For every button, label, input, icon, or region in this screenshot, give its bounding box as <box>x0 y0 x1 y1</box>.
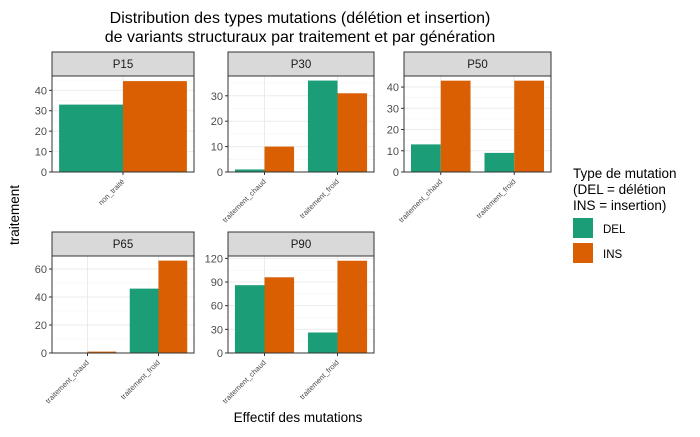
bar-DEL-traitement_chaud <box>234 285 265 353</box>
bar-INS-non_traité <box>123 81 187 172</box>
facet-strip-label: P90 <box>291 239 311 251</box>
x-tick-label: traitement_froid <box>298 358 341 401</box>
facet-P15: P15 0 10 20 30 40 non_traité <box>35 51 195 207</box>
y-tick-label: 20 <box>387 125 399 137</box>
x-tick-label: traitement_chaud <box>44 358 91 405</box>
y-tick-label: 20 <box>211 116 223 128</box>
legend-label-del: DEL <box>603 224 626 236</box>
y-tick-label: 120 <box>205 253 223 265</box>
bar-DEL-traitement_chaud <box>234 169 265 172</box>
bar-DEL-traitement_froid <box>307 332 338 353</box>
y-tick-label: 20 <box>35 320 47 332</box>
y-tick-label: 0 <box>217 348 223 360</box>
panel-border <box>51 255 195 354</box>
bar-INS-traitement_froid <box>337 260 368 353</box>
x-tick-label: non_traité <box>96 177 126 207</box>
x-tick-label: traitement_chaud <box>221 177 268 224</box>
facet-P50: P50 0 10 20 30 40 traitement_chaud traitement_f… <box>387 51 552 224</box>
y-tick-label: 0 <box>217 167 223 179</box>
y-axis-label: traitement <box>7 185 22 245</box>
x-tick-label: traitement_froid <box>474 177 517 220</box>
facet-strip-label: P50 <box>467 59 487 71</box>
facet-strip-label: P65 <box>113 239 133 251</box>
panel-border <box>227 255 375 354</box>
legend-key-ins <box>573 243 593 263</box>
legend-key-del <box>573 218 593 238</box>
facet-strip <box>403 51 552 77</box>
y-tick-label: 10 <box>35 147 47 159</box>
facet-strip <box>227 51 375 77</box>
y-tick-label: 40 <box>35 292 47 304</box>
y-tick-label: 10 <box>211 142 223 154</box>
y-tick-label: 30 <box>211 91 223 103</box>
bar-INS-traitement_froid <box>337 93 368 172</box>
x-tick-label: traitement_froid <box>298 177 341 220</box>
y-tick-label: 30 <box>211 324 223 336</box>
facets: P15 0 10 20 30 40 non_traité P30 0 10 20 30 traiteme… <box>35 51 552 405</box>
chart-title-line2: de variants structuraux par traitement e… <box>105 29 495 46</box>
y-tick-label: 0 <box>41 167 47 179</box>
bar-INS-traitement_froid <box>158 260 188 353</box>
bar-DEL-traitement_chaud <box>410 144 441 172</box>
y-tick-label: 10 <box>387 146 399 158</box>
y-tick-label: 0 <box>41 348 47 360</box>
bar-DEL-non_traité <box>59 104 123 172</box>
panel-border <box>403 75 552 173</box>
x-axis-label: Effectif des mutations <box>234 410 363 425</box>
chart-title-line1: Distribution des types mutations (déléti… <box>110 10 491 27</box>
y-tick-label: 60 <box>35 264 47 276</box>
facet-strip <box>51 231 195 257</box>
facet-P65: P65 0 20 40 60 traitement_chaud traitement_fro… <box>35 231 195 405</box>
bar-INS-traitement_chaud <box>264 277 295 353</box>
x-tick-label: traitement_chaud <box>397 177 444 224</box>
bar-INS-traitement_chaud <box>264 146 295 172</box>
legend-title-line3: INS = insertion) <box>573 198 666 213</box>
facet-P90: P90 0 30 60 90 120 traitement_chaud traitement_… <box>205 231 375 405</box>
y-tick-label: 40 <box>387 82 399 94</box>
facet-strip-label: P15 <box>113 59 133 71</box>
bar-INS-traitement_chaud <box>87 351 117 353</box>
y-tick-label: 30 <box>387 103 399 115</box>
legend-title-line1: Type de mutation <box>573 166 677 181</box>
bar-DEL-traitement_froid <box>129 288 159 353</box>
facet-P30: P30 0 10 20 30 traitement_chaud traitement_fro… <box>211 51 375 224</box>
panel-border <box>227 75 375 173</box>
y-tick-label: 60 <box>211 301 223 313</box>
x-tick-label: traitement_froid <box>119 358 162 401</box>
x-tick-label: traitement_chaud <box>221 358 268 405</box>
legend: Type de mutation (DEL = délétion INS = i… <box>573 166 677 263</box>
bar-INS-traitement_froid <box>514 80 545 172</box>
bar-DEL-traitement_froid <box>307 80 338 172</box>
bar-DEL-traitement_froid <box>484 152 515 172</box>
legend-title-line2: (DEL = délétion <box>573 182 666 197</box>
y-tick-label: 0 <box>393 167 399 179</box>
facet-strip <box>227 231 375 257</box>
y-tick-label: 90 <box>211 277 223 289</box>
facet-strip-label: P30 <box>291 59 311 71</box>
y-tick-label: 30 <box>35 106 47 118</box>
bar-INS-traitement_chaud <box>440 80 471 172</box>
y-tick-label: 20 <box>35 126 47 138</box>
legend-label-ins: INS <box>603 249 623 261</box>
y-tick-label: 40 <box>35 85 47 97</box>
facet-strip <box>51 51 195 77</box>
